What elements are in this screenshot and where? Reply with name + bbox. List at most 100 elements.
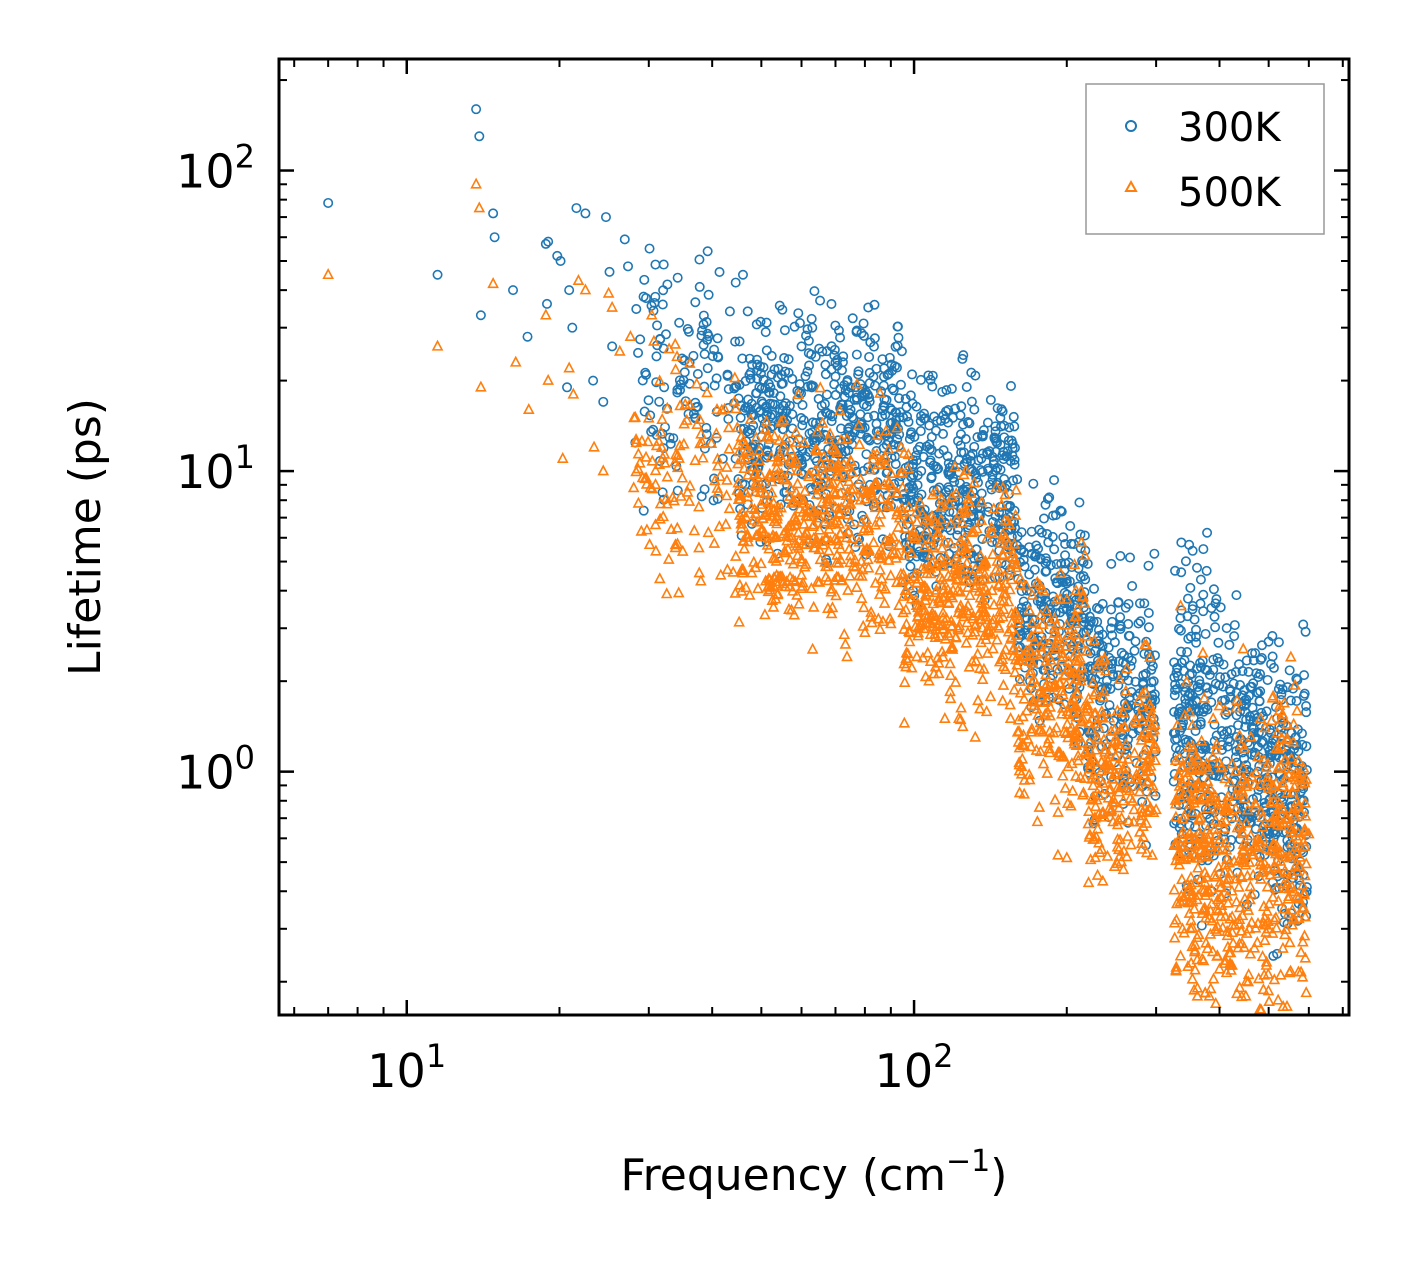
data-point-500k [1296, 970, 1309, 982]
data-point-300k [588, 375, 599, 386]
data-point-300k [1040, 499, 1051, 510]
data-point-500k [660, 492, 673, 504]
data-point-500k [1245, 770, 1258, 782]
data-point-500k [1199, 781, 1212, 793]
data-point-500k [736, 562, 749, 574]
data-point-500k [911, 650, 923, 662]
data-point-500k [475, 380, 487, 392]
data-point-500k [745, 566, 758, 578]
data-point-500k [932, 667, 945, 679]
data-point-300k [794, 318, 805, 329]
data-point-300k [1045, 599, 1056, 610]
data-point-300k [1190, 631, 1201, 642]
data-point-500k [1188, 983, 1200, 995]
data-point-500k [877, 615, 889, 627]
data-point-300k [522, 331, 533, 342]
data-point-300k [1075, 543, 1086, 554]
data-point-500k [799, 484, 811, 496]
data-point-500k [841, 650, 853, 662]
data-point-500k [1060, 725, 1073, 737]
data-point-500k [892, 520, 905, 532]
data-point-300k [950, 403, 961, 414]
data-point-500k [671, 521, 684, 533]
data-point-500k [1187, 743, 1200, 755]
data-point-300k [827, 411, 838, 422]
data-point-300k [1195, 574, 1206, 585]
data-point-500k [715, 403, 728, 415]
data-point-300k [1125, 552, 1136, 563]
data-point-300k [1267, 631, 1278, 642]
data-point-500k [1237, 761, 1250, 773]
data-point-300k [1009, 505, 1020, 516]
data-point-300k [907, 398, 918, 409]
data-point-500k [588, 440, 600, 452]
data-point-500k [750, 431, 763, 443]
data-point-300k [1097, 598, 1108, 609]
data-point-500k [853, 438, 866, 450]
data-point-500k [1023, 644, 1035, 656]
data-point-500k [997, 481, 1009, 493]
data-point-500k [1270, 861, 1283, 873]
data-point-300k [1233, 720, 1244, 731]
data-point-500k [883, 493, 896, 505]
data-point-500k [768, 571, 780, 583]
data-point-500k [640, 477, 653, 489]
data-point-300k [892, 434, 903, 445]
data-point-300k [1029, 564, 1040, 575]
data-point-300k [1285, 695, 1296, 706]
data-point-500k [896, 501, 908, 513]
data-point-300k [862, 432, 873, 443]
data-point-500k [964, 589, 976, 601]
data-point-500k [791, 549, 804, 561]
data-point-300k [757, 398, 768, 409]
data-point-500k [1207, 712, 1219, 724]
data-point-500k [509, 355, 522, 367]
data-point-500k [1201, 801, 1214, 813]
data-point-500k [758, 526, 771, 538]
data-point-500k [1081, 698, 1094, 710]
data-point-500k [841, 432, 853, 444]
data-point-500k [814, 483, 827, 495]
data-point-500k [1205, 792, 1218, 804]
data-point-300k [635, 334, 646, 345]
data-point-500k [999, 587, 1012, 599]
data-point-300k [1056, 506, 1067, 517]
data-point-500k [1189, 831, 1201, 843]
data-point-500k [1061, 851, 1073, 863]
data-point-500k [1036, 617, 1049, 630]
data-point-300k [1291, 695, 1302, 706]
data-point-500k [884, 479, 897, 491]
data-point-500k [874, 622, 886, 634]
data-point-500k [1196, 849, 1209, 861]
data-point-500k [1130, 716, 1142, 728]
data-point-300k [787, 373, 798, 384]
data-point-300k [890, 459, 901, 470]
data-point-300k [1179, 655, 1190, 666]
data-point-300k [905, 429, 916, 440]
data-point-500k [1178, 890, 1190, 902]
data-point-500k [1192, 928, 1205, 940]
data-point-500k [1039, 707, 1052, 719]
data-point-500k [1044, 615, 1057, 627]
data-point-500k [1026, 657, 1039, 669]
data-point-500k [1145, 707, 1158, 719]
data-point-300k [999, 473, 1010, 484]
data-point-500k [961, 616, 973, 628]
data-point-500k [1109, 750, 1122, 762]
data-point-300k [1180, 698, 1191, 709]
data-point-500k [1005, 563, 1017, 575]
data-point-500k [909, 620, 922, 632]
data-point-300k [1226, 725, 1237, 736]
data-point-500k [697, 451, 709, 463]
data-point-500k [919, 604, 931, 616]
data-point-500k [1033, 800, 1046, 812]
data-point-500k [969, 619, 981, 631]
data-point-500k [1240, 816, 1252, 828]
data-point-300k [679, 367, 690, 378]
data-point-500k [997, 678, 1010, 690]
data-point-300k [598, 396, 609, 407]
data-point-500k [669, 448, 682, 460]
data-point-500k [711, 459, 724, 471]
data-point-500k [1075, 669, 1088, 681]
data-point-300k [552, 250, 563, 261]
